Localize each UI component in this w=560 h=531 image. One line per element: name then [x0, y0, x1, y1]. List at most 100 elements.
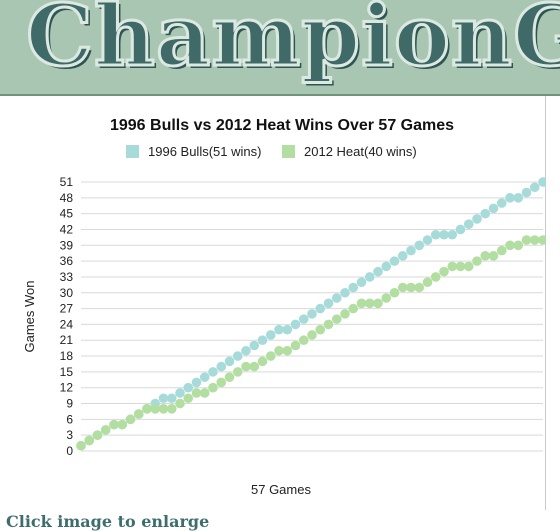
- series-2-point-17: [208, 382, 218, 393]
- series-2-point-54: [513, 240, 524, 251]
- y-tick-label-21: 21: [60, 333, 74, 347]
- series-1-point-38: [381, 261, 392, 272]
- y-tick-label-39: 39: [60, 238, 74, 252]
- series-2-point-36: [364, 298, 375, 309]
- series-1-point-13: [175, 388, 185, 398]
- series-1-point-35: [356, 277, 367, 288]
- series-1-point-48: [463, 219, 474, 229]
- series-1-point-16: [199, 372, 210, 382]
- series-2-point-11: [158, 404, 169, 414]
- series-2-point-29: [307, 330, 317, 340]
- series-1-point-52: [496, 198, 507, 208]
- series-2-point-42: [414, 282, 425, 293]
- series-2-point-32: [331, 314, 342, 324]
- y-tick-label-42: 42: [60, 222, 74, 236]
- series-2-point-3: [92, 430, 103, 440]
- series-1-point-53: [505, 193, 515, 203]
- series-2-point-27: [290, 340, 301, 351]
- series-2-point-23: [257, 356, 268, 367]
- series-1-point-12: [166, 393, 177, 404]
- series-1-point-29: [307, 309, 317, 319]
- legend-label-1: 1996 Bulls(51 wins): [148, 144, 261, 159]
- series-1-point-37: [373, 266, 383, 277]
- series-1-point-23: [257, 335, 268, 346]
- series-1-point-25: [274, 324, 284, 335]
- series-1-point-27: [290, 319, 301, 330]
- series-2-point-20: [232, 367, 243, 377]
- site-banner: ChampionGr: [0, 0, 560, 96]
- y-tick-label-0: 0: [66, 444, 73, 458]
- series-1-point-11: [158, 393, 169, 404]
- series-2-point-47: [455, 261, 466, 272]
- series-1-point-41: [406, 245, 416, 256]
- chart-panel[interactable]: 1996 Bulls vs 2012 Heat Wins Over 57 Gam…: [0, 96, 546, 510]
- series-1-point-32: [331, 293, 342, 303]
- chart-title: 1996 Bulls vs 2012 Heat Wins Over 57 Gam…: [110, 117, 454, 134]
- series-2-point-45: [439, 266, 449, 277]
- series-2-point-51: [488, 251, 499, 261]
- series-1-point-42: [414, 240, 425, 251]
- series-2-point-10: [150, 404, 161, 414]
- series-1-point-14: [183, 382, 194, 393]
- series-1-point-49: [472, 214, 482, 224]
- series-1-point-43: [422, 235, 433, 245]
- enlarge-image-link[interactable]: Click image to enlarge: [6, 512, 210, 531]
- banner-title: ChampionGr: [25, 0, 560, 87]
- series-2-point-57: [538, 235, 546, 245]
- series-2-point-21: [241, 361, 251, 372]
- y-tick-label-3: 3: [66, 428, 73, 442]
- series-1-point-57: [538, 177, 546, 187]
- series-1-point-22: [249, 340, 260, 351]
- series-2-point-6: [117, 419, 128, 430]
- series-2-point-30: [315, 324, 326, 335]
- series-1-point-44: [430, 229, 441, 240]
- y-tick-label-48: 48: [60, 191, 74, 205]
- series-2-point-39: [389, 287, 400, 298]
- series-2-point-22: [249, 361, 260, 372]
- series-1-point-20: [232, 351, 243, 361]
- series-2-point-13: [175, 398, 185, 409]
- series-1-point-15: [191, 377, 202, 388]
- series-2-point-40: [397, 282, 408, 293]
- series-1-point-33: [340, 287, 350, 298]
- series-2-point-37: [373, 298, 383, 309]
- series-2-point-55: [521, 235, 532, 245]
- series-1-point-54: [513, 193, 524, 203]
- series-1-point-30: [315, 303, 326, 314]
- series-2-point-43: [422, 277, 433, 288]
- series-2-point-48: [463, 261, 474, 272]
- series-2-point-8: [133, 409, 144, 419]
- series-1-point-55: [521, 187, 532, 198]
- y-tick-label-30: 30: [60, 286, 74, 300]
- y-tick-label-45: 45: [60, 207, 74, 221]
- y-tick-label-18: 18: [60, 349, 74, 363]
- y-tick-label-51: 51: [60, 175, 74, 189]
- series-1-point-19: [224, 356, 235, 367]
- series-1-point-21: [241, 345, 251, 356]
- series-1-point-46: [447, 229, 458, 240]
- series-2-point-44: [430, 272, 441, 282]
- series-2-point-19: [224, 372, 235, 382]
- series-2-point-15: [191, 388, 202, 398]
- y-tick-label-33: 33: [60, 270, 74, 284]
- series-1-point-28: [298, 314, 309, 324]
- series-1-point-50: [480, 208, 491, 219]
- series-2-point-31: [323, 319, 334, 330]
- y-tick-label-15: 15: [60, 365, 74, 379]
- wins-chart: 1996 Bulls vs 2012 Heat Wins Over 57 Gam…: [22, 117, 546, 497]
- series-1-point-36: [364, 272, 375, 282]
- series-2-point-49: [472, 256, 482, 266]
- legend-label-2: 2012 Heat(40 wins): [304, 144, 417, 159]
- series-2-point-12: [166, 404, 177, 414]
- series-1-point-34: [348, 282, 359, 293]
- series-1-point-24: [265, 330, 276, 340]
- y-tick-label-36: 36: [60, 254, 74, 268]
- series-1-point-47: [455, 224, 466, 235]
- series-2-point-26: [282, 345, 293, 356]
- y-axis-title: Games Won: [22, 280, 37, 352]
- series-1-point-45: [439, 229, 449, 240]
- series-2-point-2: [84, 435, 95, 446]
- series-2-point-4: [100, 425, 111, 435]
- series-2-point-14: [183, 393, 194, 404]
- series-2-point-24: [265, 351, 276, 361]
